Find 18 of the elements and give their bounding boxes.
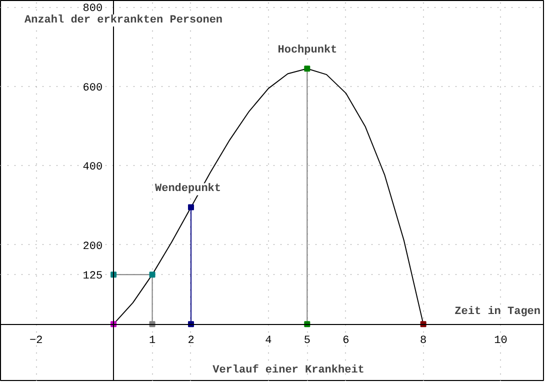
- y-tick-label: 200: [82, 240, 103, 253]
- annotation: Wendepunkt: [154, 183, 221, 196]
- y-tick-label: 600: [82, 82, 103, 94]
- y-tick-label: 125: [82, 270, 103, 283]
- x-tick-label: 10: [494, 335, 508, 348]
- x-axis-title: Zeit in Tagen: [454, 306, 541, 318]
- x-tick-label: −2: [30, 335, 43, 348]
- x-tick-label: 2: [188, 335, 194, 348]
- text: Verlauf einer Krankheit: [212, 364, 364, 376]
- y-axis-title: Anzahl der erkrankten Personen: [24, 14, 223, 26]
- x-tick-label: 1: [148, 335, 156, 348]
- annotation: Hochpunkt: [278, 44, 338, 57]
- y-tick-label: 400: [82, 162, 103, 174]
- x-tick-label: 6: [342, 335, 350, 348]
- x-tick-label: 8: [420, 335, 427, 348]
- x-tick-label: 5: [304, 335, 310, 348]
- y-tick-label: 800: [82, 3, 103, 16]
- x-tick-label: 4: [265, 335, 272, 348]
